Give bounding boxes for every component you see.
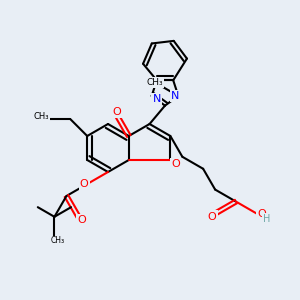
Text: O: O xyxy=(77,215,86,225)
Text: O: O xyxy=(112,107,121,117)
Text: N: N xyxy=(152,94,161,104)
Text: N: N xyxy=(171,91,179,101)
Text: O: O xyxy=(208,212,217,222)
Text: H: H xyxy=(263,214,270,224)
Text: CH₃: CH₃ xyxy=(50,236,64,245)
Text: CH₃: CH₃ xyxy=(146,78,163,87)
Text: O: O xyxy=(257,208,266,219)
Text: CH₃: CH₃ xyxy=(34,112,49,121)
Text: O: O xyxy=(171,159,180,169)
Text: O: O xyxy=(80,179,88,189)
